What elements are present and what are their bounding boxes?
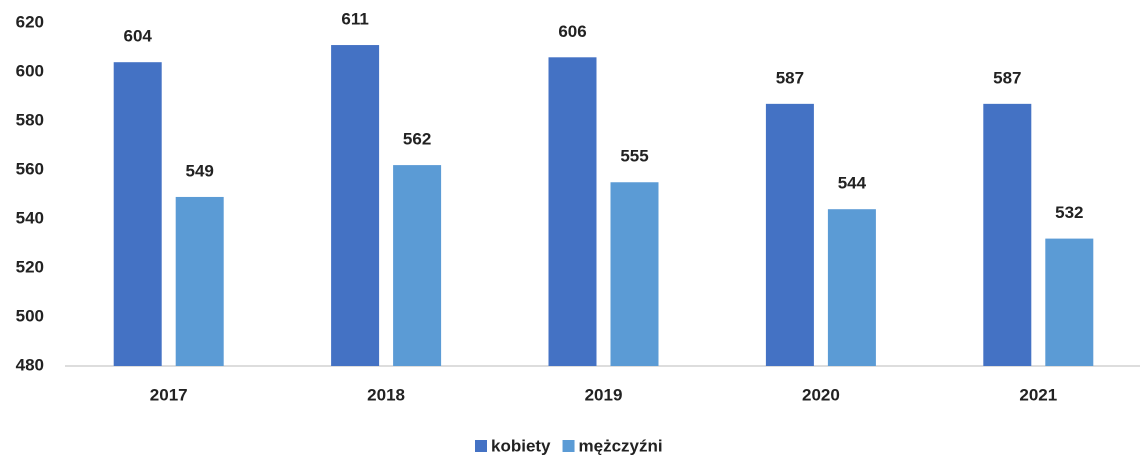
data-label: 604 [124, 27, 153, 46]
x-tick-label: 2020 [802, 385, 840, 404]
x-tick-label: 2019 [585, 385, 623, 404]
data-label: 555 [620, 147, 648, 166]
bar [610, 182, 659, 366]
bar [393, 165, 442, 366]
data-label: 532 [1055, 203, 1083, 222]
x-tick-label: 2021 [1019, 385, 1057, 404]
data-label: 544 [838, 174, 867, 193]
y-tick-label: 520 [16, 257, 44, 276]
data-label: 606 [558, 22, 586, 41]
bar [827, 209, 876, 366]
legend-label: mężczyźni [579, 436, 663, 455]
y-tick-label: 560 [16, 159, 44, 178]
bar [113, 62, 162, 366]
data-label: 587 [776, 68, 804, 87]
bar [1045, 238, 1094, 366]
y-tick-label: 580 [16, 110, 44, 129]
x-tick-label: 2018 [367, 385, 405, 404]
bar [548, 57, 597, 367]
data-label: 587 [993, 68, 1021, 87]
x-tick-label: 2017 [150, 385, 188, 404]
legend-label: kobiety [491, 436, 551, 455]
legend-swatch [562, 440, 575, 452]
data-label: 562 [403, 130, 431, 149]
y-tick-label: 600 [16, 61, 44, 80]
data-label: 611 [341, 10, 368, 29]
y-tick-label: 540 [16, 208, 44, 227]
data-label: 549 [186, 161, 214, 180]
legend-swatch [475, 440, 487, 452]
bar [765, 103, 814, 366]
bar [175, 196, 224, 366]
y-tick-label: 620 [16, 12, 44, 31]
bar [331, 45, 380, 367]
y-tick-label: 480 [16, 355, 44, 374]
bar [983, 103, 1032, 366]
y-tick-label: 500 [16, 306, 44, 325]
